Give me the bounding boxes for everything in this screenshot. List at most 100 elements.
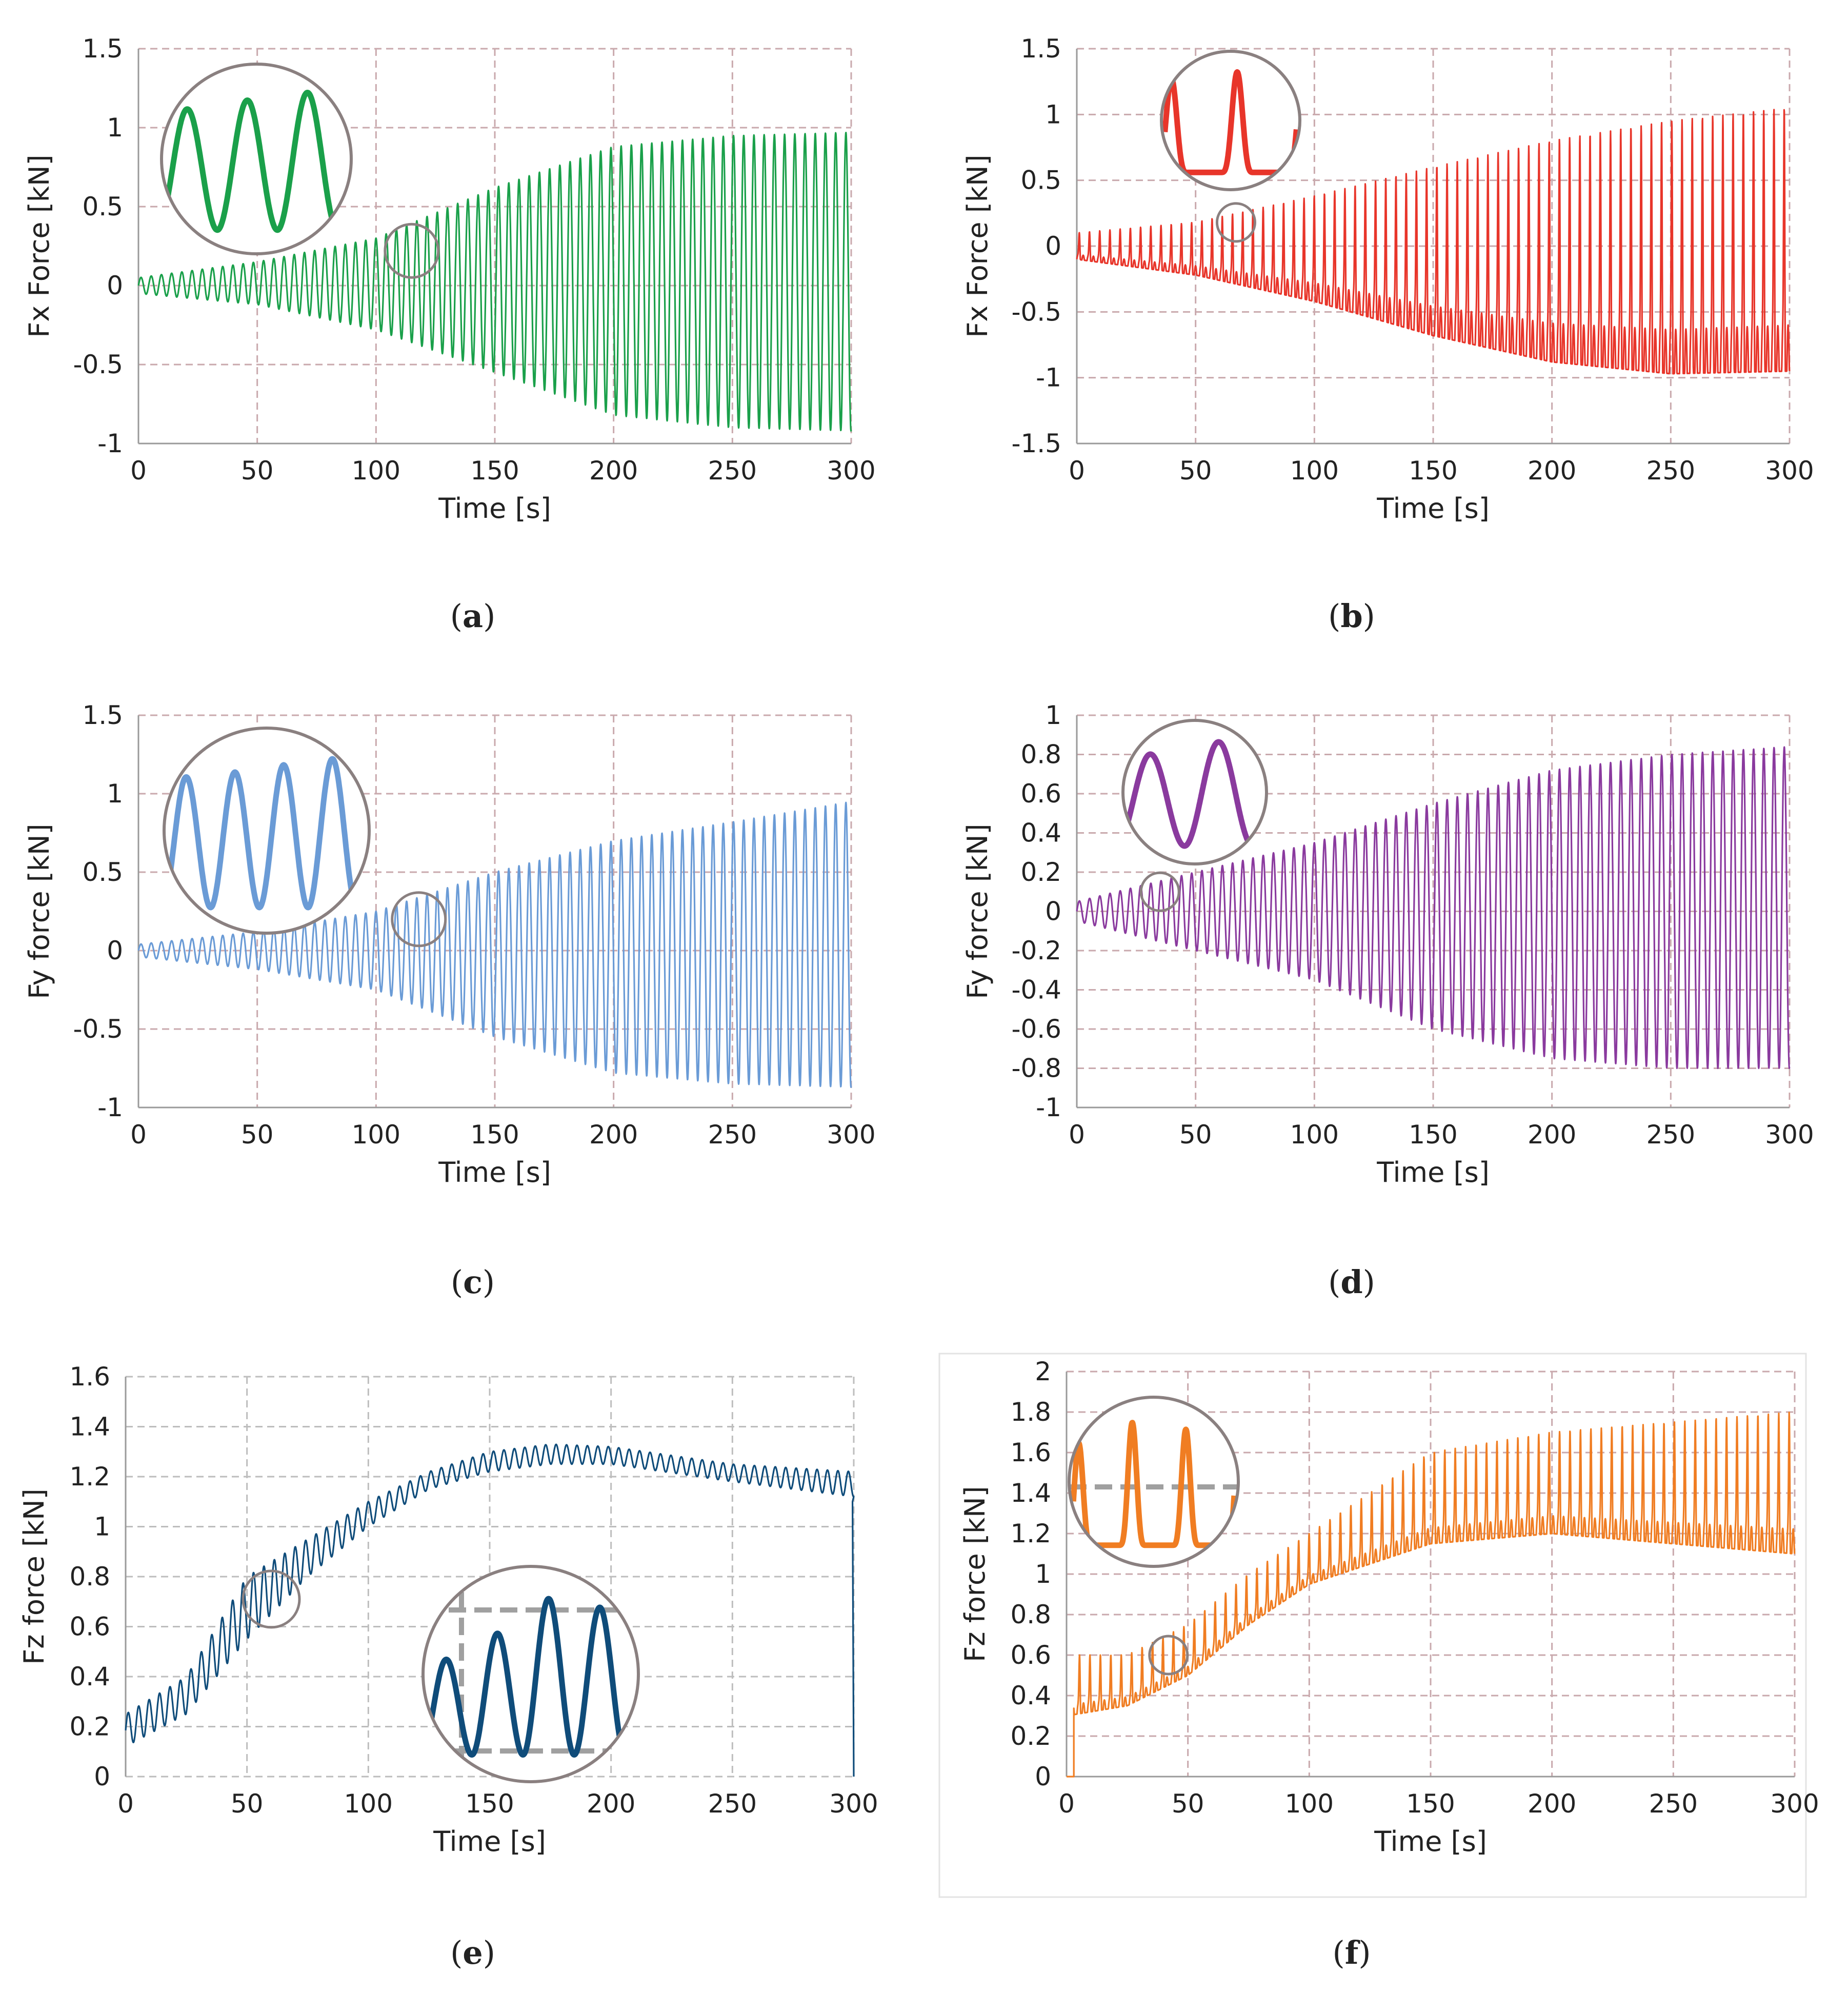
y-tick-label: -1.5 — [1011, 429, 1061, 458]
x-axis-label: Time [s] — [438, 492, 551, 525]
inset-series-line — [166, 756, 367, 911]
caption-e: (e) — [450, 1934, 495, 1971]
x-tick-label: 150 — [465, 1789, 514, 1819]
zoom-marker-circle — [391, 891, 447, 948]
x-tick-label: 100 — [1285, 1789, 1334, 1819]
y-tick-label: 1.5 — [82, 700, 123, 730]
y-tick-label: 0.2 — [69, 1712, 110, 1742]
y-tick-label: -1 — [97, 429, 123, 458]
y-tick-label: 1 — [107, 113, 123, 143]
chart-b: 0 50 100 150 200 250 300 -1.5 -1 -0.5 0 0.5 1 1.5 Time… — [961, 34, 1814, 525]
chart-d: 0 50 100 150 200 250 300 -1 -0.8 -0.6 -0.4 -0.2 0 0.2… — [961, 700, 1814, 1189]
y-tick-label: 0.4 — [69, 1662, 110, 1691]
inset-magnifier-circle — [1121, 719, 1268, 865]
y-tick-label: -0.4 — [1011, 975, 1061, 1005]
x-tick-label: 100 — [1290, 1120, 1339, 1150]
x-tick-label: 200 — [587, 1789, 635, 1819]
x-tick-label: 250 — [708, 1120, 757, 1150]
inset-series-line — [426, 1596, 636, 1758]
x-tick-label: 100 — [344, 1789, 393, 1819]
zoom-marker-circle — [1139, 871, 1180, 912]
x-axis-label: Time [s] — [1374, 1825, 1487, 1858]
y-tick-label: 0.6 — [69, 1612, 110, 1642]
x-tick-label: 250 — [708, 1789, 757, 1819]
panel-f-frame — [938, 1353, 1807, 1898]
chart-a: 0 50 100 150 200 250 300 -1 -0.5 0 0.5 1 1.5 Time [s]… — [23, 34, 876, 525]
y-tick-label: 0 — [94, 1762, 110, 1791]
y-tick-label: 0 — [107, 936, 123, 965]
series-line-fx — [137, 132, 852, 432]
x-tick-label: 150 — [1406, 1789, 1455, 1819]
y-tick-label: 1.6 — [1010, 1438, 1051, 1467]
x-tick-label: 150 — [1409, 1120, 1457, 1150]
series-line-fx — [1076, 109, 1791, 375]
x-tick-label: 250 — [1646, 1120, 1695, 1150]
x-tick-label: 50 — [1172, 1789, 1204, 1819]
x-tick-label: 250 — [1649, 1789, 1698, 1819]
x-tick-label: 200 — [1528, 456, 1576, 486]
y-tick-label: 1 — [1035, 1559, 1051, 1589]
y-tick-label: 0.8 — [69, 1562, 110, 1592]
y-tick-label: 0.5 — [1020, 166, 1061, 195]
x-tick-label: 50 — [241, 456, 274, 486]
y-tick-label: 0 — [1035, 1762, 1051, 1791]
x-tick-label: 50 — [1179, 1120, 1212, 1150]
zoom-marker-circle — [1148, 1635, 1189, 1676]
y-tick-label: 1.6 — [69, 1362, 110, 1392]
zoom-marker-circle — [242, 1569, 301, 1629]
x-tick-label: 50 — [231, 1789, 264, 1819]
caption-a: (a) — [450, 597, 496, 635]
inset-zoom — [1069, 1420, 1238, 1548]
y-tick-label: 1.2 — [1010, 1519, 1051, 1548]
inset-zoom — [423, 1566, 638, 1782]
y-tick-label: 1 — [94, 1512, 110, 1542]
y-tick-label: -0.8 — [1011, 1054, 1061, 1083]
x-tick-label: 0 — [1058, 1789, 1075, 1819]
y-tick-label: -0.5 — [73, 350, 123, 379]
y-tick-label: 0 — [107, 271, 123, 300]
y-tick-label: 0.5 — [82, 857, 123, 887]
zoom-marker-circle — [384, 223, 440, 279]
y-tick-label: 0.4 — [1020, 818, 1061, 848]
x-tick-label: 100 — [352, 1120, 400, 1150]
x-tick-label: 0 — [117, 1789, 134, 1819]
y-tick-label: -1 — [97, 1093, 123, 1122]
x-tick-label: 150 — [1409, 456, 1457, 486]
y-tick-label: 0.6 — [1020, 779, 1061, 809]
caption-f: (f) — [1332, 1934, 1371, 1971]
x-tick-label: 200 — [1528, 1789, 1576, 1819]
x-tick-label: 250 — [708, 456, 757, 486]
y-tick-label: 1.5 — [1020, 34, 1061, 64]
x-tick-label: 200 — [1528, 1120, 1576, 1150]
x-tick-label: 0 — [1069, 1120, 1085, 1150]
x-tick-label: 50 — [1179, 456, 1212, 486]
y-tick-label: -1 — [1036, 363, 1061, 393]
x-axis-label: Time [s] — [438, 1156, 551, 1189]
series-line-fz — [125, 1443, 855, 1777]
x-tick-label: 100 — [352, 456, 400, 486]
inset-zoom — [163, 90, 350, 233]
x-tick-label: 300 — [1765, 1120, 1814, 1150]
inset-magnifier-circle — [163, 727, 371, 935]
y-tick-label: -1 — [1036, 1093, 1061, 1122]
inset-series-line — [1070, 1420, 1237, 1548]
x-tick-label: 50 — [241, 1120, 274, 1150]
inset-background — [423, 1566, 638, 1782]
x-tick-label: 300 — [1765, 456, 1814, 486]
y-tick-label: 0.2 — [1020, 857, 1061, 887]
y-tick-label: 1.4 — [1010, 1478, 1051, 1508]
y-tick-label: 1.5 — [82, 34, 123, 64]
inset-zoom — [1123, 739, 1266, 849]
y-tick-label: 2 — [1035, 1357, 1051, 1386]
y-tick-label: -0.6 — [1011, 1014, 1061, 1044]
y-tick-label: -0.2 — [1011, 936, 1061, 965]
y-tick-label: 0 — [1045, 897, 1061, 926]
y-tick-label: 1 — [107, 779, 123, 809]
x-tick-label: 0 — [130, 1120, 147, 1150]
y-tick-label: 0.6 — [1010, 1640, 1051, 1670]
x-tick-label: 0 — [1069, 456, 1085, 486]
x-tick-label: 300 — [1770, 1789, 1819, 1819]
x-tick-label: 300 — [827, 1120, 875, 1150]
x-axis-label: Time [s] — [433, 1825, 546, 1858]
